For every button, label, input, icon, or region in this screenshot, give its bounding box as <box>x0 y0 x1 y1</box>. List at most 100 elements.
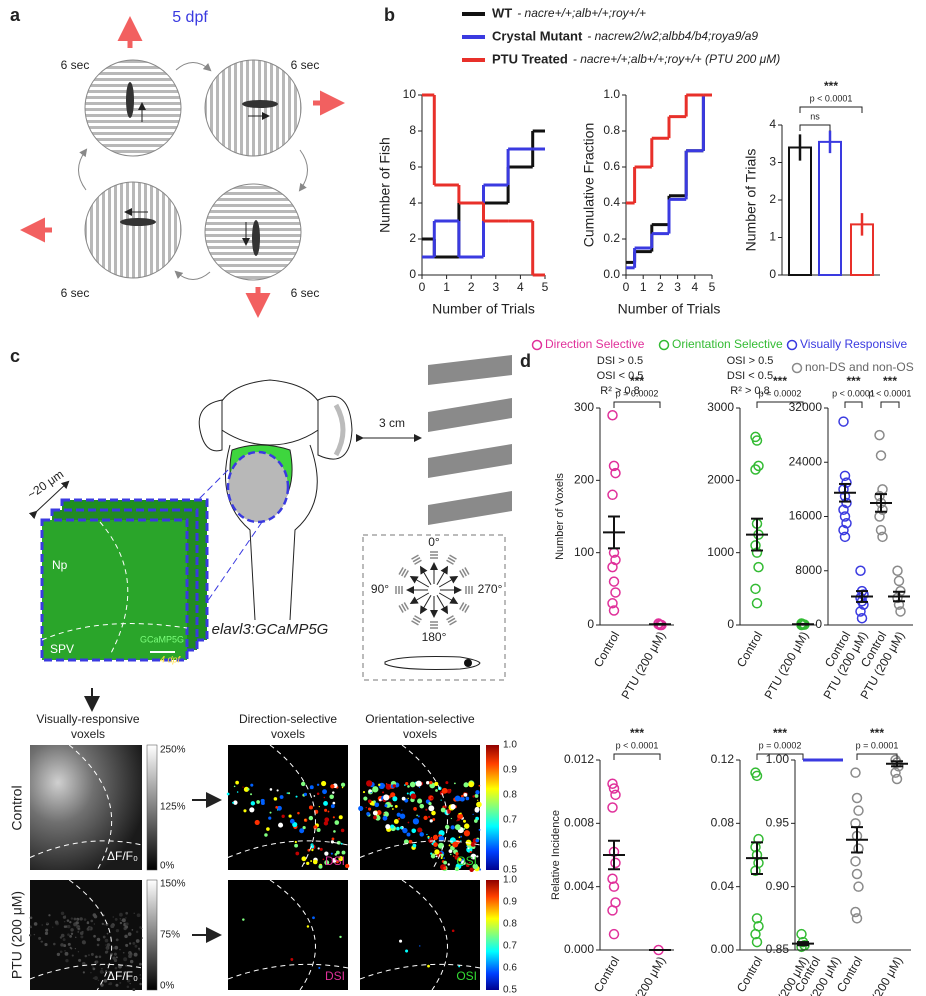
voxel <box>114 966 118 970</box>
voxel <box>317 847 320 850</box>
voxel <box>29 916 33 920</box>
criterion: OSI > 0.5 <box>727 355 774 367</box>
voxel <box>411 828 417 834</box>
voxel <box>38 936 42 940</box>
voxel <box>466 845 468 847</box>
stimulus <box>84 181 182 279</box>
voxel <box>432 818 436 821</box>
dot <box>751 913 763 924</box>
colorbar-label: 0.5 <box>503 985 517 996</box>
voxel <box>470 841 476 847</box>
voxel <box>383 794 390 801</box>
legend-genotype: - nacre+/+;alb+/+;roy+/+ (PTU 200 μM) <box>573 52 780 66</box>
voxel <box>139 982 142 986</box>
voxel <box>40 940 44 943</box>
bracket <box>613 753 661 760</box>
voxel <box>300 781 306 787</box>
p-value: p = 0.0002 <box>759 388 802 398</box>
voxel <box>469 867 474 873</box>
bracket <box>756 401 804 408</box>
voxel <box>372 810 378 816</box>
voxel <box>129 959 134 964</box>
legend-label: Visually Responsive <box>800 337 907 351</box>
y-tick-label: 6 <box>409 159 416 173</box>
x-tick-label: 4 <box>517 280 524 294</box>
voxel <box>128 954 132 959</box>
boundary <box>401 879 448 991</box>
row-label: Control <box>9 785 25 830</box>
voxel <box>131 929 134 931</box>
dot <box>839 470 851 482</box>
row-label: PTU (200 μM) <box>9 891 25 979</box>
voxel <box>448 849 453 854</box>
dot <box>850 767 861 778</box>
dot <box>841 477 852 488</box>
voxel <box>125 943 129 947</box>
voxel <box>330 852 333 855</box>
voxel <box>393 819 399 824</box>
voxel <box>276 805 282 811</box>
dot <box>856 612 868 624</box>
voxel <box>340 828 345 833</box>
dff-label: ΔF/F₀ <box>107 849 138 863</box>
voxel <box>132 941 136 945</box>
forebrain <box>214 379 326 446</box>
voxel <box>463 792 468 797</box>
zoom-line <box>197 521 263 616</box>
grating-icon <box>449 620 457 626</box>
boundary <box>401 744 448 871</box>
voxel <box>124 934 128 939</box>
angle-label: 90° <box>371 582 389 596</box>
voxel <box>266 827 270 831</box>
voxel <box>458 836 461 839</box>
voxel <box>313 795 316 797</box>
y-tick-label: 0.2 <box>603 231 620 245</box>
y-axis-label: Relative Incidence <box>550 810 562 900</box>
voxel <box>119 921 123 925</box>
voxel <box>321 780 327 787</box>
dot <box>608 460 620 472</box>
voxel <box>324 851 329 856</box>
dot <box>839 531 851 543</box>
voxel <box>478 784 481 787</box>
voxel <box>294 843 299 848</box>
voxel <box>472 813 474 815</box>
voxel <box>341 786 344 789</box>
voxel <box>435 789 438 792</box>
dot <box>608 605 620 616</box>
fish <box>252 220 260 256</box>
grating-icon <box>398 605 404 613</box>
grating-icon <box>414 615 422 621</box>
voxel <box>139 974 142 976</box>
voxel <box>478 828 481 831</box>
voxel <box>434 781 439 786</box>
os-image <box>360 880 480 990</box>
x-tick-label: Control <box>734 954 765 995</box>
voxel <box>383 784 386 787</box>
grating-icon <box>401 568 407 577</box>
voxel <box>112 916 114 918</box>
voxel <box>236 791 239 793</box>
bracket <box>844 401 863 408</box>
voxel <box>119 981 122 984</box>
voxel <box>60 943 64 947</box>
voxel <box>412 843 417 848</box>
voxel <box>426 833 428 836</box>
index-label: DSI <box>325 969 345 983</box>
voxel <box>67 933 70 936</box>
voxel <box>474 819 478 823</box>
image-title: Direction-selective <box>239 712 337 726</box>
y-tick-label: 2 <box>409 231 416 245</box>
fish <box>120 218 156 226</box>
voxel <box>455 852 459 856</box>
dot <box>838 524 849 536</box>
voxel <box>41 924 44 926</box>
voxel <box>413 807 417 811</box>
criterion: R² > 0.8 <box>600 385 639 397</box>
voxel <box>125 964 128 967</box>
p-value: p = 0.0002 <box>759 740 802 750</box>
dot <box>610 789 621 801</box>
voxel <box>427 837 430 839</box>
voxel <box>418 786 421 789</box>
voxel <box>250 793 253 796</box>
